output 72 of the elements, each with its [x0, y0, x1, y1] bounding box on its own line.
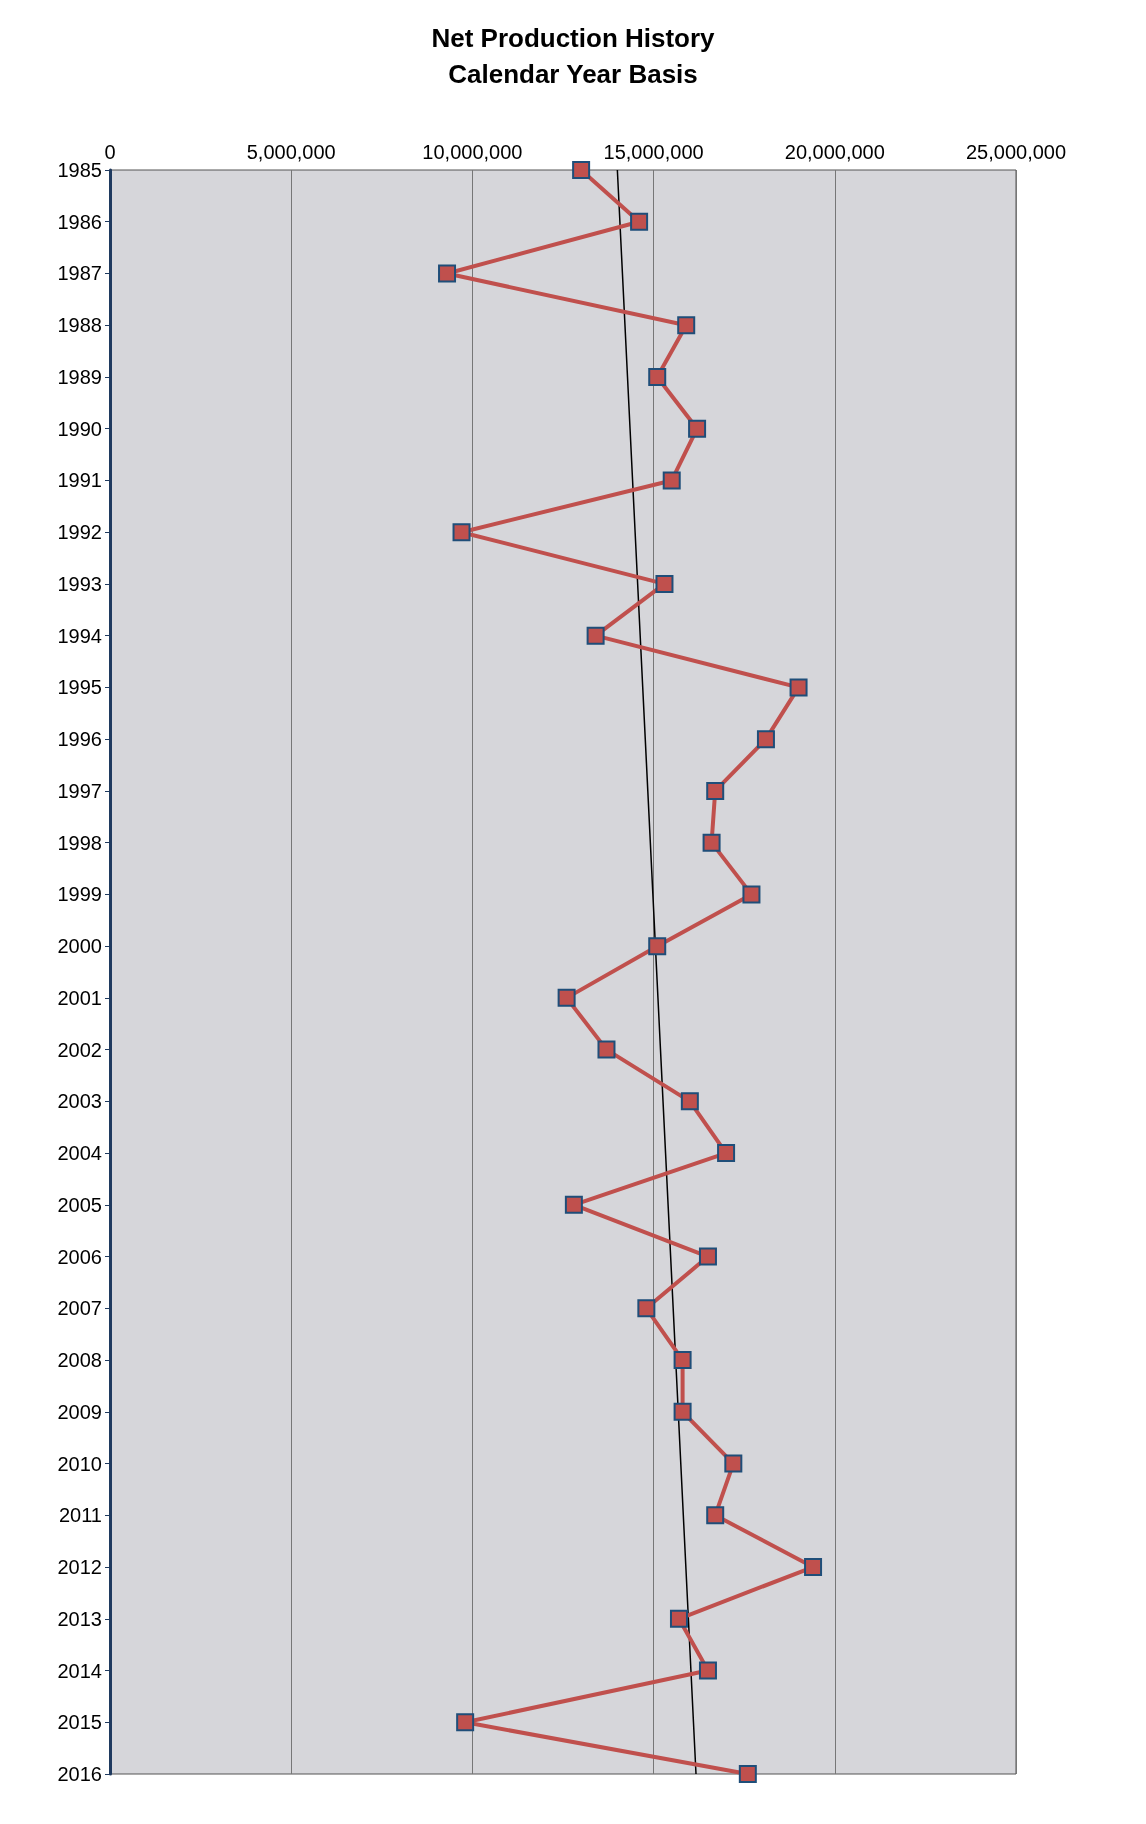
point	[680, 1092, 699, 1111]
y-tick-label: 1990	[57, 417, 102, 440]
point	[738, 1765, 757, 1783]
point	[698, 1661, 717, 1680]
y-tick-label: 2010	[57, 1452, 102, 1475]
y-tick-label: 2004	[57, 1142, 102, 1165]
y-tick-label: 2008	[57, 1349, 102, 1372]
x-tick-label: 25,000,000	[965, 141, 1067, 163]
y-tick-label: 1985	[57, 159, 102, 181]
point	[677, 316, 696, 335]
point	[756, 730, 775, 749]
point	[662, 471, 681, 490]
x-tick-label: 15,000,000	[603, 141, 704, 163]
point	[648, 367, 667, 386]
y-tick-label: 1988	[57, 314, 102, 337]
point	[688, 419, 707, 438]
point	[669, 1609, 688, 1628]
point	[438, 264, 457, 283]
point	[706, 781, 725, 800]
chart-subtitle: Calendar Year Basis	[448, 59, 698, 89]
y-tick-label: 1997	[57, 779, 102, 802]
point	[724, 1454, 743, 1473]
y-tick-label: 2002	[57, 1038, 102, 1061]
x-tick-label: 20,000,000	[784, 141, 885, 163]
y-tick-label: 2013	[57, 1607, 102, 1630]
y-tick-label: 2007	[57, 1297, 102, 1320]
y-tick-label: 1994	[57, 624, 102, 647]
y-tick-label: 2012	[57, 1556, 102, 1579]
y-tick-label: 1999	[57, 883, 102, 906]
point	[698, 1247, 717, 1266]
y-tick-label: 1995	[57, 676, 102, 699]
point	[452, 523, 471, 542]
y-tick-label: 2016	[57, 1763, 102, 1785]
y-tick-label: 2009	[57, 1400, 102, 1423]
point	[706, 1506, 725, 1525]
y-tick-label: 1991	[57, 469, 102, 492]
x-tick-label: 10,000,000	[422, 141, 523, 163]
point	[637, 1299, 656, 1318]
y-tick-label: 2003	[57, 1090, 102, 1113]
point	[557, 988, 576, 1007]
point	[804, 1558, 823, 1577]
y-tick-label: 1986	[57, 210, 102, 233]
y-tick-label: 2014	[57, 1659, 102, 1682]
y-tick-label: 2001	[57, 986, 102, 1009]
y-tick-label: 1996	[57, 728, 102, 751]
point	[673, 1351, 692, 1370]
point	[717, 1144, 736, 1163]
x-tick-label: 5,000,000	[246, 141, 336, 163]
y-tick-label: 2005	[57, 1193, 102, 1216]
y-tick-label: 2000	[57, 935, 102, 958]
y-tick-label: 2015	[57, 1711, 102, 1734]
point	[702, 833, 721, 852]
y-tick-label: 1993	[57, 572, 102, 595]
point	[673, 1402, 692, 1421]
point	[586, 626, 605, 645]
point	[742, 885, 761, 904]
y-tick-label: 2006	[57, 1245, 102, 1268]
y-tick-label: 1989	[57, 365, 102, 388]
y-tick-label: 2011	[58, 1504, 102, 1527]
y-tick-label: 1987	[57, 262, 102, 285]
point	[456, 1713, 475, 1732]
point	[564, 1195, 583, 1214]
chart-title: Net Production History	[431, 23, 716, 53]
point	[572, 161, 591, 179]
point	[655, 574, 674, 593]
point	[630, 212, 649, 231]
y-tick-label: 1992	[57, 521, 102, 544]
y-tick-label: 1998	[57, 831, 102, 854]
point	[648, 937, 667, 956]
point	[789, 678, 808, 697]
point	[597, 1040, 616, 1059]
x-tick-label: 0	[104, 141, 116, 163]
